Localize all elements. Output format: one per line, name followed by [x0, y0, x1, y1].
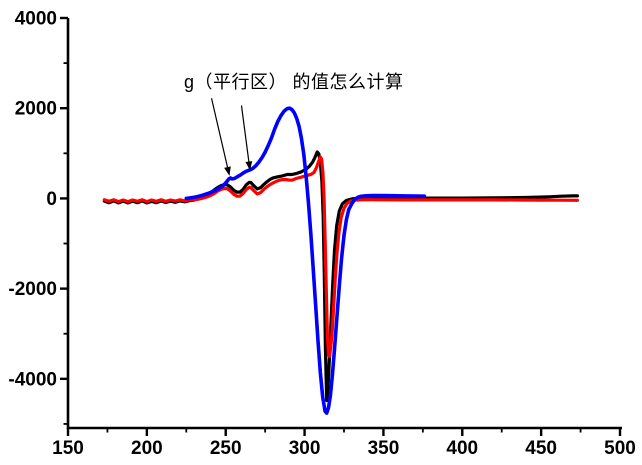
y-tick-label: 4000 [15, 9, 57, 30]
x-tick-label: 500 [604, 438, 636, 459]
series-blue-spectrum-line [184, 106, 427, 415]
annotation-arrowhead [224, 166, 231, 176]
series-red-spectrum-line [102, 155, 579, 358]
x-tick-label: 250 [210, 438, 242, 459]
x-tick-label: 400 [446, 438, 478, 459]
annotation-arrowhead [245, 161, 253, 171]
y-tick-label: 0 [46, 189, 57, 210]
x-tick-label: 300 [289, 438, 321, 459]
y-tick-label: 2000 [15, 99, 57, 120]
x-tick-label: 450 [525, 438, 557, 459]
annotation-text: g（平行区） 的值怎么计算 [184, 72, 404, 92]
annotation-arrow-line [240, 105, 250, 164]
y-tick-label: -4000 [8, 369, 57, 390]
annotation-arrow-line [210, 98, 229, 170]
x-tick-label: 200 [131, 438, 163, 459]
x-tick-label: 150 [52, 438, 84, 459]
y-tick-label: -2000 [8, 279, 57, 300]
axis-frame [66, 18, 622, 430]
x-tick-label: 350 [368, 438, 400, 459]
